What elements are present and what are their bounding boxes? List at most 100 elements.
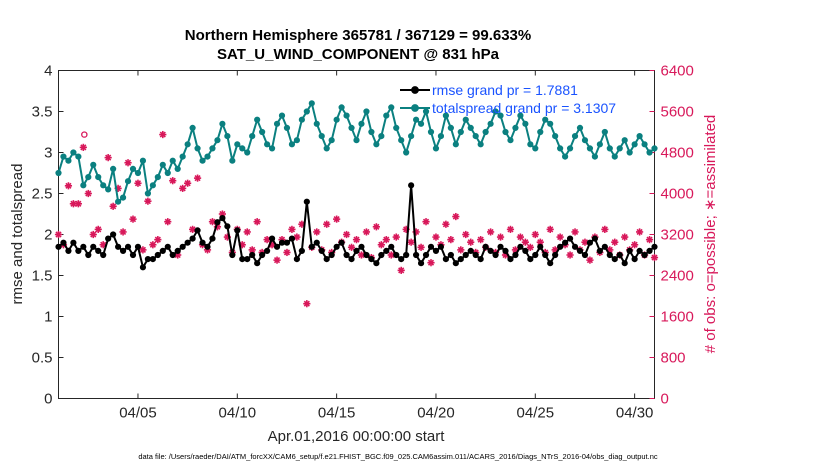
rmse-point	[358, 243, 365, 250]
totalspread-point	[442, 112, 449, 119]
rmse-point	[283, 239, 291, 246]
obs-assimilated-point	[347, 243, 356, 251]
rmse-point	[100, 251, 107, 259]
totalspread-point	[303, 108, 310, 115]
obs-assimilated-point	[253, 218, 261, 226]
rmse-point	[512, 251, 519, 259]
rmse-point	[199, 239, 206, 246]
rmse-point	[363, 251, 370, 259]
totalspread-point	[616, 145, 623, 152]
obs-assimilated-point	[447, 236, 455, 244]
obs-assimilated-point	[119, 228, 127, 236]
totalspread-point	[318, 133, 325, 140]
totalspread-point	[75, 153, 82, 160]
totalspread-point	[542, 116, 549, 123]
y-tick-label-right: 5600	[661, 104, 694, 121]
obs-assimilated-point	[377, 241, 385, 249]
obs-assimilated-point	[442, 220, 450, 228]
totalspread-point	[110, 165, 117, 172]
y-tick-label-right: 6400	[661, 63, 694, 80]
rmse-point	[298, 247, 305, 254]
rmse-point	[477, 256, 484, 263]
totalspread-point	[100, 182, 107, 189]
chart-subtitle: SAT_U_WIND_COMPONENT @ 831 hPa	[217, 46, 500, 63]
totalspread-point	[596, 141, 603, 148]
rmse-point	[522, 247, 529, 254]
totalspread-point	[333, 116, 340, 123]
x-axis: 04/05 04/10 04/15 04/20 04/25 04/30	[119, 70, 653, 422]
rmse-point	[134, 243, 142, 250]
obs-assimilated-point	[556, 233, 564, 241]
obs-assimilated-point	[54, 230, 63, 239]
rmse-point	[507, 256, 514, 263]
totalspread-point	[214, 137, 221, 144]
rmse-point	[189, 235, 196, 242]
totalspread-point	[646, 149, 653, 156]
obs-assimilated-point	[313, 228, 321, 236]
rmse-point	[452, 260, 459, 267]
y-tick-label-right: 3200	[661, 227, 694, 244]
totalspread-point	[427, 128, 435, 136]
totalspread-point	[194, 145, 201, 152]
totalspread-point	[363, 108, 370, 115]
obs-assimilated-point	[631, 241, 639, 249]
obs-assimilated-point	[129, 215, 137, 223]
totalspread-point	[472, 133, 479, 140]
obs-assimilated-point	[342, 230, 351, 239]
rmse-point	[65, 247, 72, 254]
totalspread-point	[398, 137, 405, 144]
rmse-point	[457, 256, 464, 263]
totalspread-point	[343, 112, 350, 119]
totalspread-point	[626, 149, 633, 156]
totalspread-point	[219, 120, 226, 127]
rmse-point	[417, 260, 425, 267]
totalspread-point	[403, 149, 410, 156]
rmse-point	[348, 256, 355, 263]
rmse-point	[537, 243, 544, 250]
totalspread-point	[566, 145, 574, 152]
y-tick-label-left: 3.5	[32, 104, 53, 121]
rmse-point	[636, 247, 643, 254]
totalspread-point	[119, 194, 127, 201]
obs-possible-point	[81, 131, 88, 138]
rmse-point	[333, 243, 340, 250]
rmse-point	[239, 256, 246, 263]
totalspread-point	[388, 104, 395, 111]
totalspread-point	[576, 124, 584, 132]
x-tick-label: 04/10	[219, 405, 257, 422]
rmse-point	[378, 251, 385, 259]
y-tick-label-left: 3	[44, 145, 52, 162]
totalspread-point	[437, 133, 445, 140]
legend: rmse grand pr = 1.7881 totalspread grand…	[400, 82, 616, 116]
data-file-footnote: data file: /Users/raeder/DAI/ATM_forcXX/…	[138, 452, 658, 461]
rmse-point	[373, 260, 380, 267]
totalspread-point	[70, 149, 77, 156]
plot-frame	[58, 70, 655, 399]
obs-assimilated-point	[193, 174, 202, 182]
obs-assimilated-point	[477, 236, 485, 244]
totalspread-point	[547, 120, 554, 127]
totalspread-point	[239, 145, 246, 152]
totalspread-point	[477, 141, 484, 148]
obs-assimilated-point	[621, 233, 629, 241]
rmse-point	[288, 235, 296, 242]
totalspread-point	[224, 133, 231, 140]
totalspread-point	[209, 145, 216, 152]
rmse-point	[293, 256, 300, 263]
obs-assimilated-point	[352, 236, 361, 244]
totalspread-point	[249, 133, 256, 140]
rmse-point	[383, 247, 390, 254]
totalspread-point	[264, 141, 271, 148]
totalspread-point	[184, 141, 191, 148]
obs-assimilated-point	[139, 246, 147, 254]
rmse-point	[601, 243, 608, 250]
totalspread-point	[308, 100, 315, 107]
y-tick-label-left: 0	[44, 391, 52, 408]
obs-assimilated-point	[457, 246, 465, 254]
obs-assimilated-point	[645, 236, 654, 244]
obs-assimilated-point	[79, 143, 87, 151]
totalspread-point	[512, 124, 519, 132]
y-tick-label-left: 4	[44, 63, 52, 80]
totalspread-point	[621, 137, 628, 144]
